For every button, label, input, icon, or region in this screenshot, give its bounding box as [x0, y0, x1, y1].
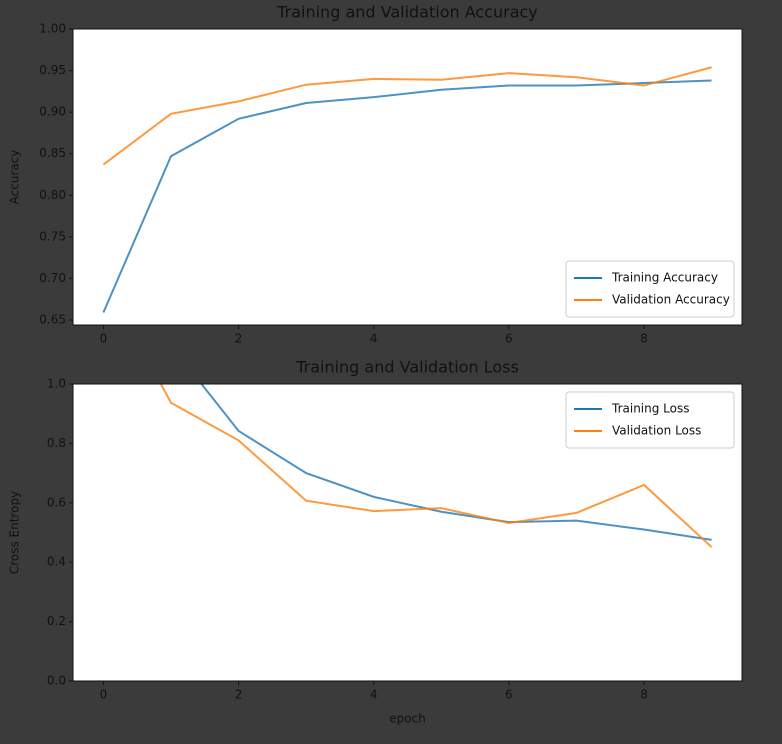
y-tick-label: 0.8	[47, 436, 66, 450]
x-tick-label: 6	[505, 332, 513, 346]
y-tick-label: 0.2	[47, 614, 66, 628]
x-tick-label: 6	[505, 688, 513, 702]
legend-box	[565, 391, 735, 449]
y-tick-label: 0.75	[39, 229, 66, 243]
y-tick-label: 0.4	[47, 555, 66, 569]
legend-label: Training Accuracy	[611, 271, 718, 285]
plot-frame	[72, 383, 743, 682]
y-tick-label: 0.65	[39, 313, 66, 327]
x-tick-label: 4	[370, 688, 378, 702]
x-axis-label: epoch	[389, 712, 426, 726]
line	[102, 66, 712, 166]
y-tick-label: 0.95	[39, 63, 66, 77]
plot-frame	[72, 28, 743, 326]
y-tick-label: 1.0	[47, 377, 66, 391]
legend-label: Training Loss	[611, 402, 689, 416]
line	[200, 384, 712, 541]
x-tick-label: 0	[100, 688, 108, 702]
y-tick-label: 0.90	[39, 105, 66, 119]
chart-title: Training and Validation Accuracy	[276, 3, 538, 22]
x-tick-label: 0	[100, 332, 108, 346]
y-tick-label: 0.0	[47, 674, 66, 688]
y-tick-label: 0.80	[39, 188, 66, 202]
y-axis-label: Accuracy	[8, 150, 22, 205]
legend-label: Validation Loss	[612, 424, 701, 438]
line	[159, 384, 713, 548]
x-tick-label: 4	[370, 332, 378, 346]
y-tick-label: 1.00	[39, 22, 66, 36]
legend-box	[565, 260, 735, 318]
x-tick-label: 2	[235, 332, 243, 346]
x-tick-label: 8	[640, 688, 648, 702]
y-tick-label: 0.70	[39, 271, 66, 285]
x-tick-label: 2	[235, 688, 243, 702]
legend-label: Validation Accuracy	[612, 293, 730, 307]
y-axis-label: Cross Entropy	[8, 491, 22, 574]
chart-title: Training and Validation Loss	[295, 358, 519, 377]
x-tick-label: 8	[640, 332, 648, 346]
line	[102, 79, 712, 313]
y-tick-label: 0.6	[47, 495, 66, 509]
y-tick-label: 0.85	[39, 146, 66, 160]
